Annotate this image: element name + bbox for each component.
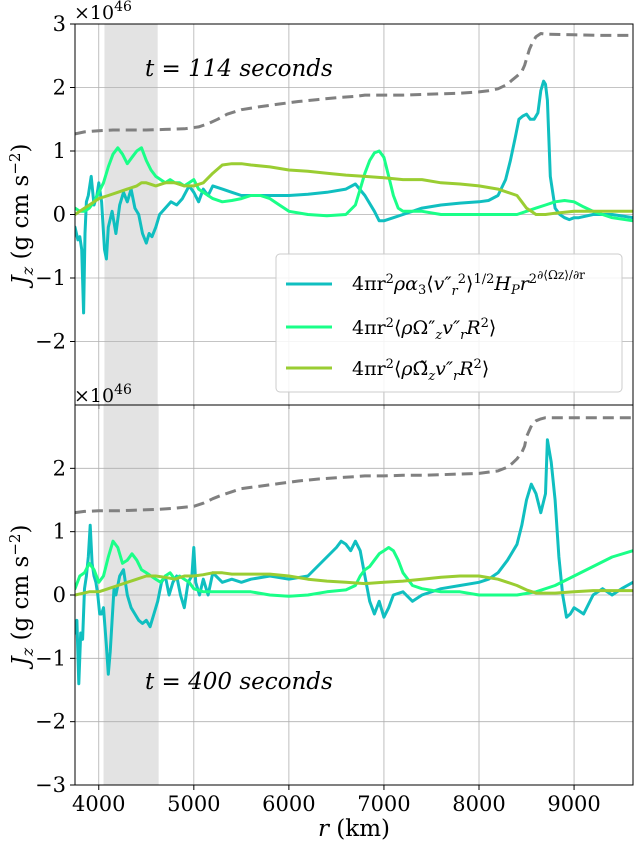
xtick-label: 5000 (167, 792, 220, 816)
top-y-ticks: −2 −1 0 1 2 3 (35, 12, 575, 409)
xtick-label: 9000 (547, 792, 600, 816)
bottom-series-line-4 (75, 416, 633, 515)
top-gridlines (75, 23, 633, 405)
legend-box (275, 253, 623, 393)
top-series-line-3 (75, 162, 633, 216)
legend-entry-2: 4πr2⟨ρΩ″zv″rR2⟩ (352, 316, 496, 343)
bottom-annotation: t = 400 seconds (145, 669, 333, 695)
bottom-ylabel: Jz (g cm s−2) (6, 525, 37, 670)
bottom-x-ticks: 4000 5000 6000 7000 8000 9000 (72, 785, 601, 816)
top-series-line-4 (75, 32, 633, 136)
legend-entry-1: 4πr2ρα3⟨v″r2⟩1/2HPr2∂⟨Ωz⟩/∂r (352, 268, 585, 299)
ytick-label: 0 (53, 583, 66, 607)
bottom-series-group (75, 416, 633, 686)
top-series-group (75, 32, 633, 315)
bottom-series-line-3 (75, 571, 633, 597)
ytick-label: −2 (35, 330, 66, 354)
xtick-label: 7000 (357, 792, 410, 816)
bottom-y-ticks: −3 −2 −1 0 1 2 (35, 456, 75, 797)
xtick-label: 6000 (262, 792, 315, 816)
ytick-label: 0 (53, 203, 66, 227)
ytick-label: 1 (53, 520, 66, 544)
top-series-line-1 (75, 79, 633, 315)
top-panel: −2 −1 0 1 2 3 ×1046 t = 114 seconds Jz (g cm … (6, 0, 634, 409)
ytick-label: −1 (35, 266, 66, 290)
legend: 4πr2ρα3⟨v″r2⟩1/2HPr2∂⟨Ωz⟩/∂r 4πr2⟨ρΩ″zv″… (275, 253, 623, 393)
xtick-label: 8000 (452, 792, 505, 816)
bottom-xlabel: r (km) (318, 816, 390, 842)
ytick-label: −3 (35, 773, 66, 797)
ytick-label: 3 (53, 12, 66, 36)
top-annotation: t = 114 seconds (145, 56, 333, 82)
top-offset-label: ×1046 (74, 0, 132, 24)
xtick-label: 4000 (72, 792, 125, 816)
bottom-series-line-2 (75, 539, 633, 598)
ytick-label: 2 (53, 456, 66, 480)
bottom-series-line-1 (75, 438, 633, 686)
top-series-line-2 (75, 146, 633, 223)
legend-entry-3: 4πr2⟨ρΩ̃zv″rR2⟩ (352, 357, 489, 384)
top-ylabel: Jz (g cm s−2) (6, 144, 37, 289)
ytick-label: 1 (53, 139, 66, 163)
ytick-label: −1 (35, 646, 66, 670)
ytick-label: 2 (53, 76, 66, 100)
ytick-label: −2 (35, 710, 66, 734)
